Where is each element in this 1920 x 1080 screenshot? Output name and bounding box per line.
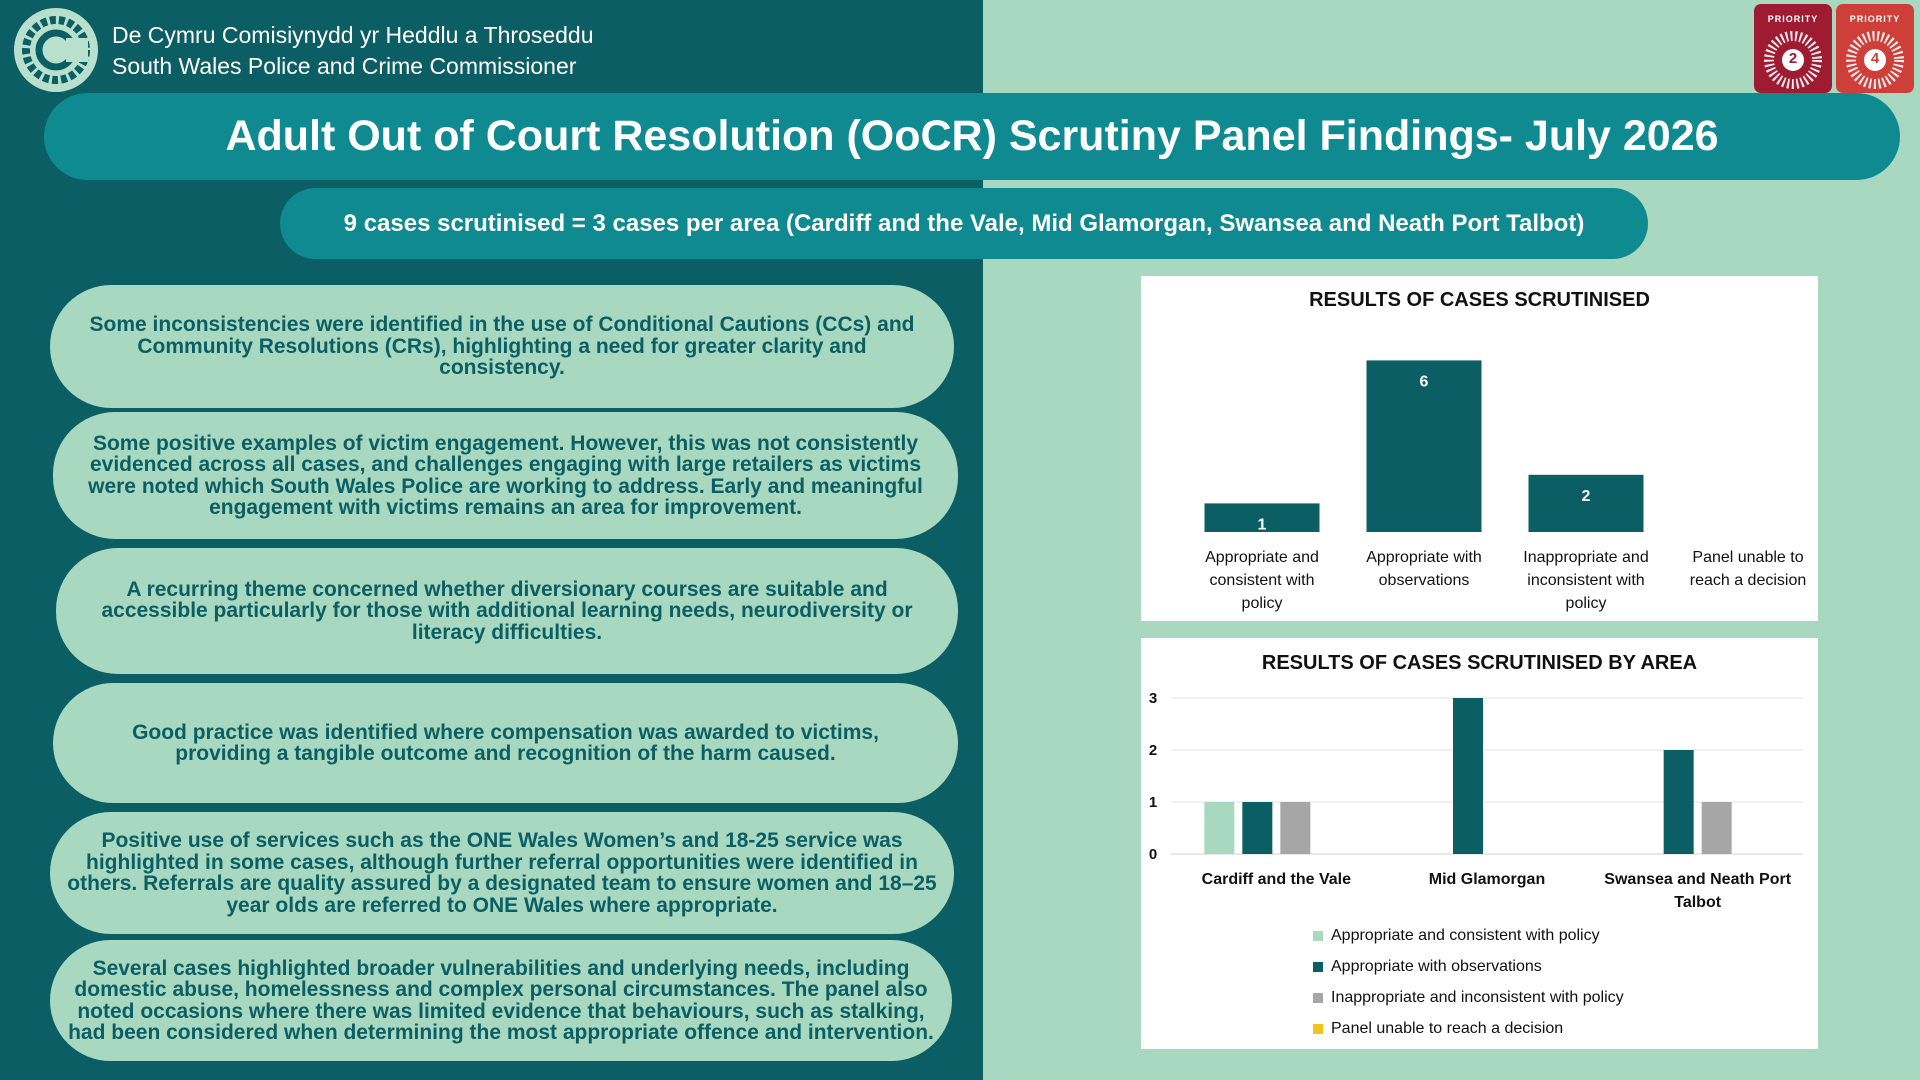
bar xyxy=(1280,802,1311,854)
bar xyxy=(1204,802,1235,854)
org-name-welsh: De Cymru Comisiynydd yr Heddlu a Throsed… xyxy=(112,22,594,48)
legend-item: Inappropriate and inconsistent with poli… xyxy=(1313,982,1624,1013)
finding-vulnerabilities: Several cases highlighted broader vulner… xyxy=(50,940,952,1061)
legend-label: Appropriate and consistent with policy xyxy=(1331,926,1600,944)
organisation-name: De Cymru Comisiynydd yr Heddlu a Throsed… xyxy=(112,20,594,82)
category-label: policy xyxy=(1566,595,1607,612)
sunburst-icon xyxy=(1846,31,1904,89)
finding-conditional-cautions: Some inconsistencies were identified in … xyxy=(50,285,954,408)
bar xyxy=(1204,503,1320,532)
bar xyxy=(1528,474,1644,532)
chart-title: RESULTS OF CASES SCRUTINISED xyxy=(1309,289,1650,311)
category-label: policy xyxy=(1242,595,1283,612)
category-label: reach a decision xyxy=(1690,572,1807,589)
category-label: consistent with xyxy=(1210,572,1315,589)
legend-swatch xyxy=(1313,992,1323,1003)
priority-number: 4 xyxy=(1870,50,1880,67)
finding-one-wales: Positive use of services such as the ONE… xyxy=(50,812,954,934)
legend-item: Panel unable to reach a decision xyxy=(1313,1013,1624,1044)
legend-label: Panel unable to reach a decision xyxy=(1331,1019,1564,1037)
data-label: 1 xyxy=(1258,516,1267,533)
results-bar-chart: 1 Appropriate and consistent with policy 6 Ap… xyxy=(1204,360,1807,612)
y-tick-label: 3 xyxy=(1149,690,1157,707)
chart-title: RESULTS OF CASES SCRUTINISED BY AREA xyxy=(1261,652,1698,674)
category-label: Inappropriate and xyxy=(1523,549,1648,566)
category-label: Appropriate with xyxy=(1366,549,1482,566)
bar xyxy=(1701,802,1732,854)
chart-legend: Appropriate and consistent with policy Ap… xyxy=(1313,920,1624,1044)
legend-swatch xyxy=(1313,1023,1323,1034)
results-chart: RESULTS OF CASES SCRUTINISED 1 Appropriat… xyxy=(1141,276,1818,621)
bar xyxy=(1366,360,1482,532)
category-label: inconsistent with xyxy=(1527,572,1644,589)
priority-2-badge: PRIORITY 2 xyxy=(1754,4,1832,93)
finding-diversionary-courses: A recurring theme concerned whether dive… xyxy=(56,548,958,674)
data-label: 2 xyxy=(1582,488,1591,505)
data-label: 6 xyxy=(1420,373,1429,390)
results-by-area-chart: RESULTS OF CASES SCRUTINISED BY AREA 0 1 2… xyxy=(1141,638,1818,1049)
commissioner-logo-icon xyxy=(14,8,98,92)
org-name-english: South Wales Police and Crime Commissione… xyxy=(112,53,577,79)
legend-label: Inappropriate and inconsistent with poli… xyxy=(1331,988,1624,1006)
legend-item: Appropriate with observations xyxy=(1313,951,1624,982)
category-label: Swansea and Neath Port xyxy=(1604,871,1791,888)
category-label: Cardiff and the Vale xyxy=(1202,871,1351,888)
category-label: Mid Glamorgan xyxy=(1429,871,1545,888)
results-by-area-bar-chart: 0 1 2 3 Cardiff and the Vale Mid Glamorgan Swa… xyxy=(1149,690,1803,911)
legend-item: Appropriate and consistent with policy xyxy=(1313,920,1624,951)
priority-number: 2 xyxy=(1788,50,1798,67)
category-label: Panel unable to xyxy=(1692,549,1803,566)
y-tick-label: 2 xyxy=(1149,742,1157,759)
category-label: Appropriate and xyxy=(1205,549,1319,566)
bar xyxy=(1453,698,1483,854)
legend-swatch xyxy=(1313,930,1323,941)
priority-4-badge: PRIORITY 4 xyxy=(1836,4,1914,93)
legend-swatch xyxy=(1313,961,1323,972)
priority-label: PRIORITY xyxy=(1767,14,1819,24)
category-label: Talbot xyxy=(1674,894,1721,911)
bar xyxy=(1242,802,1273,854)
sunburst-icon xyxy=(1764,31,1822,89)
y-tick-label: 1 xyxy=(1149,794,1157,811)
bar xyxy=(1663,750,1694,854)
category-label: observations xyxy=(1379,572,1470,589)
page-title: Adult Out of Court Resolution (OoCR) Scr… xyxy=(44,93,1900,180)
priority-label: PRIORITY xyxy=(1849,14,1901,24)
cases-summary: 9 cases scrutinised = 3 cases per area (… xyxy=(280,188,1648,259)
finding-compensation: Good practice was identified where compe… xyxy=(53,683,958,803)
y-tick-label: 0 xyxy=(1149,846,1157,863)
finding-victim-engagement: Some positive examples of victim engagem… xyxy=(53,412,958,539)
legend-label: Appropriate with observations xyxy=(1331,957,1542,975)
